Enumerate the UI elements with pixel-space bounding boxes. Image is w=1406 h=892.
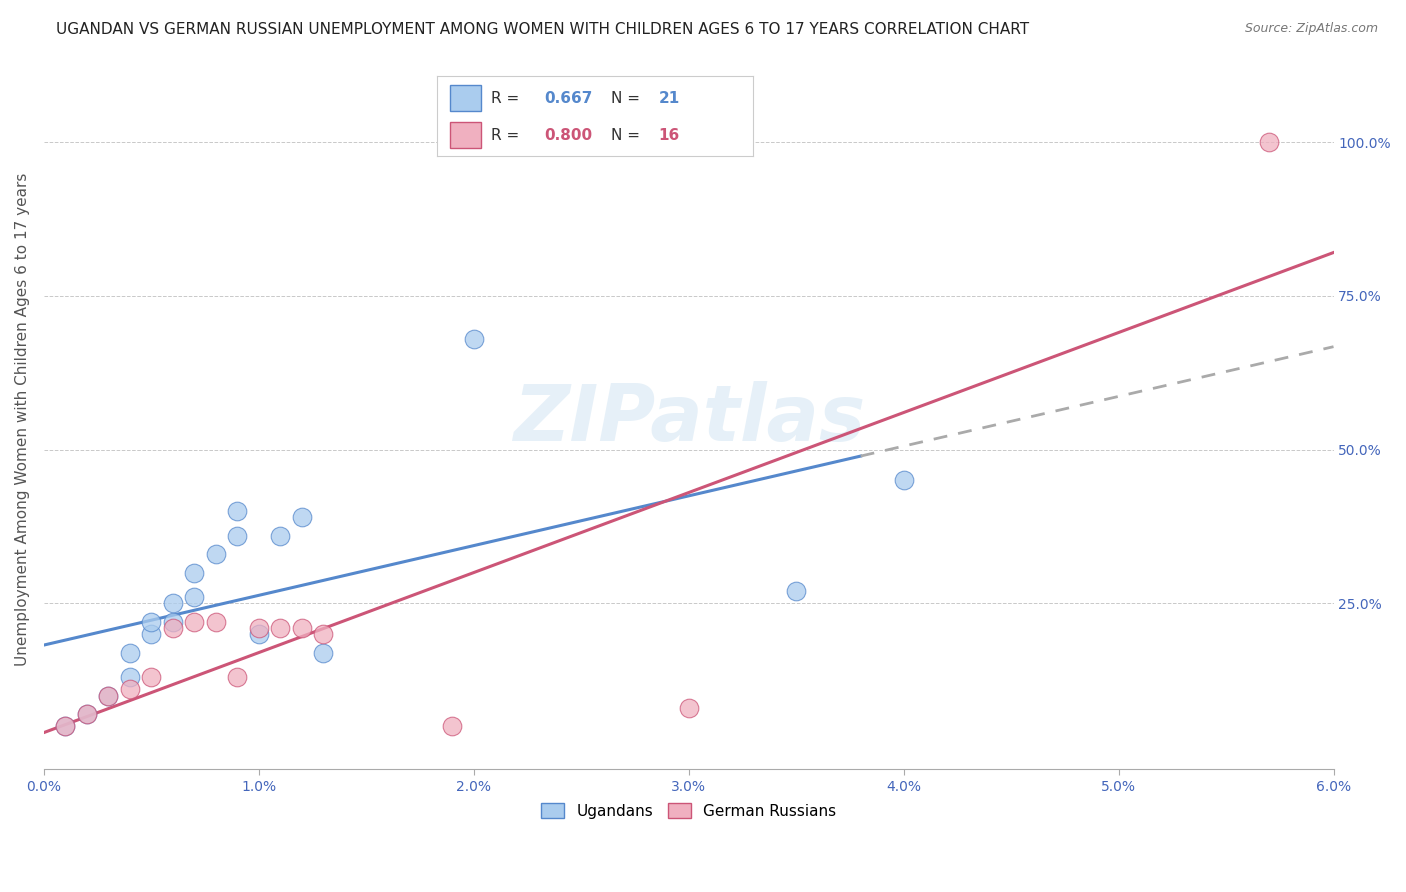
Point [441, 719, 464, 733]
Point [97, 689, 120, 703]
Text: UGANDAN VS GERMAN RUSSIAN UNEMPLOYMENT AMONG WOMEN WITH CHILDREN AGES 6 TO 17 YE: UGANDAN VS GERMAN RUSSIAN UNEMPLOYMENT A… [56, 22, 1029, 37]
Point [893, 474, 915, 488]
Point [162, 596, 184, 610]
Point [118, 670, 141, 684]
Point [141, 627, 163, 641]
Point [183, 566, 205, 580]
Point [183, 615, 205, 629]
Y-axis label: Unemployment Among Women with Children Ages 6 to 17 years: Unemployment Among Women with Children A… [15, 172, 30, 665]
Point [226, 529, 249, 543]
Point [97, 689, 120, 703]
Point [76, 706, 98, 721]
Point [312, 646, 335, 660]
Point [463, 332, 485, 346]
Point [162, 621, 184, 635]
Point [141, 615, 163, 629]
Point [226, 504, 249, 518]
Point [55, 719, 77, 733]
Point [205, 547, 228, 561]
Point [247, 627, 270, 641]
Point [141, 670, 163, 684]
Point [291, 621, 314, 635]
Legend: Ugandans, German Russians: Ugandans, German Russians [534, 797, 842, 825]
Point [785, 584, 807, 599]
Text: ZIPatlas: ZIPatlas [513, 381, 865, 457]
Point [678, 701, 700, 715]
Point [118, 682, 141, 697]
Point [162, 615, 184, 629]
Point [226, 670, 249, 684]
Point [291, 510, 314, 524]
Point [76, 706, 98, 721]
Point [118, 646, 141, 660]
Point [247, 621, 270, 635]
Point [269, 529, 291, 543]
Point [183, 590, 205, 604]
Text: Source: ZipAtlas.com: Source: ZipAtlas.com [1244, 22, 1378, 36]
Point [269, 621, 291, 635]
Point [1258, 136, 1281, 150]
Point [55, 719, 77, 733]
Point [312, 627, 335, 641]
Point [205, 615, 228, 629]
